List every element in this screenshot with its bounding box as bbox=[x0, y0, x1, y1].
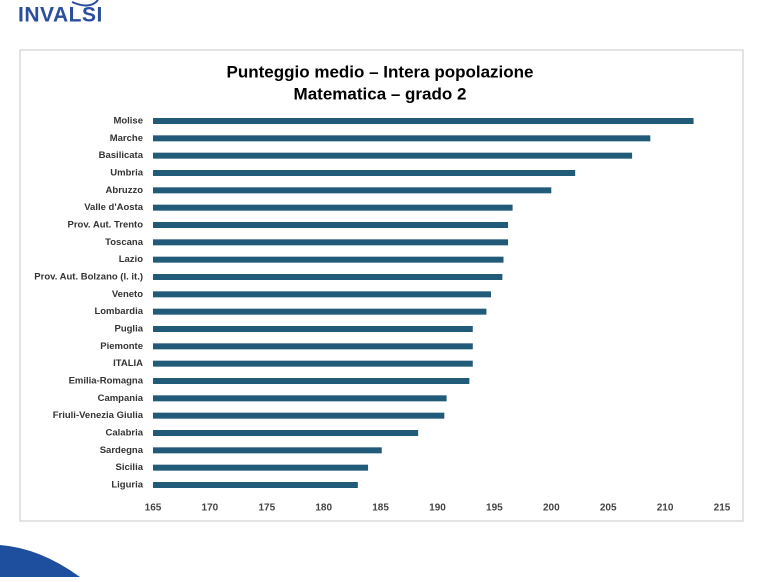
bar bbox=[153, 412, 445, 419]
chart-title: Punteggio medio – Intera popolazione bbox=[227, 62, 534, 81]
bar bbox=[153, 152, 633, 159]
bar bbox=[153, 118, 694, 124]
logo-arc bbox=[71, 0, 99, 7]
y-tick-label: Toscana bbox=[105, 237, 144, 248]
chart-subtitle: Matematica – grado 2 bbox=[294, 84, 467, 103]
bar bbox=[153, 291, 491, 298]
x-tick-label: 190 bbox=[429, 503, 446, 514]
x-tick-label: 195 bbox=[486, 503, 503, 514]
bar bbox=[153, 204, 513, 211]
y-tick-label: Campania bbox=[98, 393, 144, 404]
bar bbox=[153, 222, 509, 228]
x-tick-label: 165 bbox=[145, 503, 162, 514]
x-tick-label: 205 bbox=[600, 503, 617, 514]
bar bbox=[153, 256, 504, 263]
x-tick-label: 210 bbox=[657, 503, 674, 514]
bar bbox=[153, 135, 651, 142]
y-tick-label: Friuli-Venezia Giulia bbox=[53, 410, 144, 421]
bar bbox=[153, 447, 382, 454]
x-tick-label: 200 bbox=[543, 503, 560, 514]
y-tick-label: Sicilia bbox=[116, 462, 144, 473]
x-tick-label: 215 bbox=[714, 503, 731, 514]
y-tick-label: Molise bbox=[113, 116, 143, 127]
y-tick-label: Marche bbox=[110, 133, 143, 144]
bar bbox=[153, 395, 447, 402]
bar bbox=[153, 464, 369, 471]
bar bbox=[153, 343, 473, 350]
y-tick-label: Puglia bbox=[114, 324, 143, 335]
y-tick-label: Veneto bbox=[112, 289, 143, 300]
bar bbox=[153, 308, 487, 315]
bar bbox=[153, 170, 576, 176]
bar bbox=[153, 239, 509, 246]
y-tick-label: Abruzzo bbox=[106, 185, 144, 196]
x-tick-label: 170 bbox=[202, 503, 219, 514]
bar bbox=[153, 482, 358, 488]
bar bbox=[153, 378, 470, 384]
y-tick-label: Umbria bbox=[110, 168, 143, 179]
bar bbox=[153, 187, 552, 194]
y-tick-label: Calabria bbox=[106, 428, 144, 439]
y-tick-label: ITALIA bbox=[113, 358, 143, 369]
plot: 165 170 175 180 185 190 195 200 205 210 215 Molise M… bbox=[34, 116, 730, 514]
y-tick-label: Basilicata bbox=[99, 150, 144, 161]
corner-decoration bbox=[0, 545, 80, 577]
y-tick-label: Liguria bbox=[111, 480, 143, 491]
y-tick-label: Prov. Aut. Trento bbox=[68, 220, 144, 231]
bar bbox=[153, 360, 473, 367]
logo: INVALSI bbox=[18, 4, 103, 27]
bar bbox=[153, 430, 419, 436]
x-tick-label: 175 bbox=[258, 503, 275, 514]
bar bbox=[153, 326, 473, 332]
x-tick-label: 180 bbox=[315, 503, 332, 514]
y-tick-label: Prov. Aut. Bolzano (l. it.) bbox=[34, 272, 143, 283]
chart-frame bbox=[19, 49, 744, 522]
bar bbox=[153, 274, 503, 280]
y-tick-label: Emilia-Romagna bbox=[69, 376, 144, 387]
y-tick-label: Lazio bbox=[119, 254, 143, 265]
y-tick-label: Sardegna bbox=[100, 445, 144, 456]
y-tick-label: Lombardia bbox=[94, 306, 143, 317]
x-tick-label: 185 bbox=[372, 503, 389, 514]
y-tick-label: Piemonte bbox=[100, 341, 143, 352]
y-tick-label: Valle d'Aosta bbox=[84, 202, 143, 213]
